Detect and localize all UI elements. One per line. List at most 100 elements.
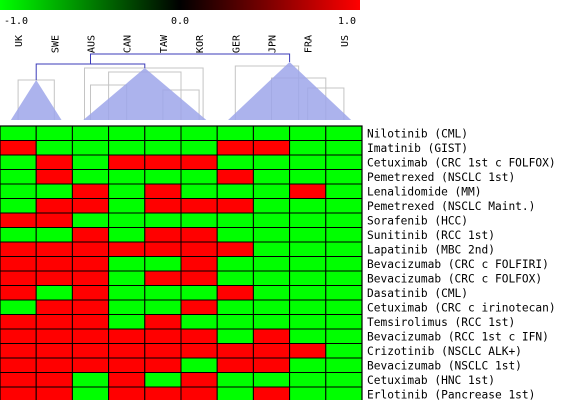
column-label: UK: [14, 35, 25, 47]
heatmap-cell: [109, 344, 145, 359]
heatmap-cell: [0, 387, 36, 400]
heatmap-cell: [326, 315, 362, 330]
heatmap-cell: [0, 228, 36, 243]
heatmap-cell: [145, 373, 181, 388]
heatmap-cell: [0, 170, 36, 185]
heatmap-cell: [253, 358, 289, 373]
row-label: Dasatinib (CML): [367, 287, 468, 300]
cluster-triangle: [228, 62, 351, 120]
heatmap-cell: [326, 300, 362, 315]
row-label: Imatinib (GIST): [367, 142, 468, 155]
heatmap-cell: [181, 257, 217, 272]
heatmap-cell: [109, 315, 145, 330]
heatmap-cell: [0, 300, 36, 315]
heatmap-cell: [145, 286, 181, 301]
row-label: Lenalidomide (MM): [367, 185, 482, 198]
heatmap-cell: [290, 170, 326, 185]
row-labels: Nilotinib (CML)Imatinib (GIST)Cetuximab …: [367, 127, 556, 400]
heatmap-cell: [72, 199, 108, 214]
heatmap-cell: [72, 213, 108, 228]
heatmap-cell: [72, 141, 108, 156]
color-scale-mid-label: 0.0: [171, 16, 189, 27]
heatmap-cell: [145, 126, 181, 141]
heatmap-cell: [109, 271, 145, 286]
column-label: GER: [231, 34, 242, 53]
heatmap-cell: [217, 344, 253, 359]
row-label: Pemetrexed (NSCLC Maint.): [367, 200, 535, 213]
row-label: Sorafenib (HCC): [367, 214, 468, 227]
heatmap-cell: [145, 228, 181, 243]
heatmap-cell: [326, 387, 362, 400]
row-label: Erlotinib (Pancrease 1st): [367, 388, 535, 400]
heatmap-cell: [181, 271, 217, 286]
heatmap-cell: [0, 286, 36, 301]
heatmap-cell: [109, 373, 145, 388]
heatmap-cell: [72, 387, 108, 400]
heatmap-cell: [253, 184, 289, 199]
heatmap-cell: [0, 257, 36, 272]
heatmap-cell: [181, 373, 217, 388]
heatmap-cell: [181, 329, 217, 344]
row-label: Nilotinib (CML): [367, 127, 468, 140]
heatmap-cell: [36, 141, 72, 156]
heatmap-cell: [109, 126, 145, 141]
heatmap-cell: [109, 286, 145, 301]
heatmap-cell: [181, 141, 217, 156]
heatmap-cell: [72, 228, 108, 243]
heatmap-cell: [0, 199, 36, 214]
column-labels: UKSWEAUSCANTAWKORGERJPNFRAUS: [14, 34, 351, 53]
heatmap-cell: [326, 228, 362, 243]
heatmap-cell: [290, 184, 326, 199]
heatmap-cell: [326, 199, 362, 214]
heatmap-cell: [145, 257, 181, 272]
heatmap-cell: [217, 228, 253, 243]
heatmap-cell: [326, 155, 362, 170]
heatmap-cell: [181, 387, 217, 400]
heatmap-cell: [217, 184, 253, 199]
heatmap-cell: [0, 155, 36, 170]
row-label: Bevacizumab (RCC 1st c IFN): [367, 330, 549, 343]
heatmap-cell: [36, 184, 72, 199]
heatmap-cell: [109, 387, 145, 400]
heatmap-cell: [253, 170, 289, 185]
heatmap-cell: [0, 213, 36, 228]
heatmap-cells: [0, 126, 362, 400]
heatmap-cell: [253, 344, 289, 359]
heatmap-cell: [217, 358, 253, 373]
heatmap-cell: [36, 126, 72, 141]
heatmap-cell: [36, 315, 72, 330]
heatmap-cell: [181, 213, 217, 228]
heatmap-cell: [0, 344, 36, 359]
heatmap-cell: [72, 358, 108, 373]
heatmap-cell: [253, 315, 289, 330]
color-scale-max-label: 1.0: [338, 16, 356, 27]
heatmap-cell: [326, 329, 362, 344]
heatmap-cell: [290, 315, 326, 330]
heatmap-cell: [326, 170, 362, 185]
heatmap-cell: [36, 271, 72, 286]
heatmap-cell: [253, 373, 289, 388]
heatmap-cell: [36, 213, 72, 228]
heatmap-cell: [109, 242, 145, 257]
heatmap-cell: [145, 329, 181, 344]
heatmap-cell: [253, 141, 289, 156]
heatmap-cell: [181, 300, 217, 315]
heatmap-cell: [253, 155, 289, 170]
heatmap-cell: [72, 242, 108, 257]
heatmap-cell: [145, 242, 181, 257]
heatmap-cell: [217, 286, 253, 301]
heatmap-cell: [290, 213, 326, 228]
heatmap-cell: [36, 170, 72, 185]
heatmap-cell: [0, 373, 36, 388]
heatmap-cell: [181, 155, 217, 170]
heatmap-cell: [109, 300, 145, 315]
cluster-triangle: [83, 68, 206, 120]
heatmap-cell: [72, 257, 108, 272]
heatmap-cell: [217, 271, 253, 286]
heatmap-cell: [36, 387, 72, 400]
heatmap-cell: [290, 126, 326, 141]
heatmap-cell: [0, 329, 36, 344]
heatmap-cell: [181, 242, 217, 257]
heatmap-cell: [326, 373, 362, 388]
